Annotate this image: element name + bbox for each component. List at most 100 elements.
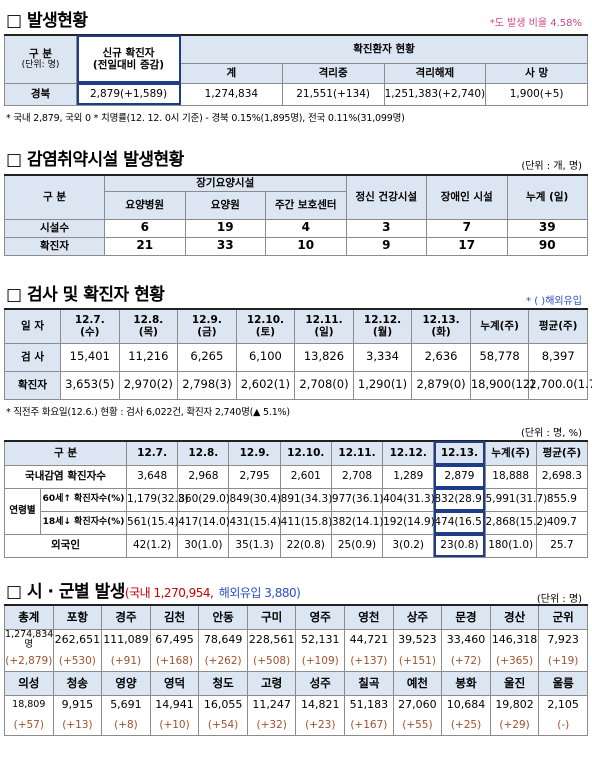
header-cell: 12.9. (금) bbox=[177, 308, 237, 344]
cell: 10 bbox=[265, 236, 347, 256]
region-change: (+262) bbox=[198, 651, 248, 672]
cell: 21,551(+134) bbox=[281, 82, 385, 106]
header-cell: 12.11. bbox=[330, 440, 384, 466]
header-cell: 장애인 시설 bbox=[426, 174, 508, 220]
domestic-count: (국내 1,270,954, bbox=[124, 586, 214, 600]
cell: 1,179(32.3) bbox=[126, 487, 189, 512]
region-change: (+168) bbox=[149, 651, 200, 672]
header-cell: 구 분 bbox=[4, 174, 105, 220]
region-name: 청도 bbox=[198, 670, 248, 696]
header-cell: 12.7. (수) bbox=[60, 308, 120, 344]
region-name: 성주 bbox=[295, 670, 346, 696]
cell: 417(14.0) bbox=[177, 510, 230, 535]
region-change: (+91) bbox=[101, 651, 151, 672]
region-name: 봉화 bbox=[441, 670, 491, 696]
cell: 5,991(31.7) bbox=[484, 487, 547, 512]
cell: 23(0.8) bbox=[433, 533, 486, 558]
region-value: 14,941 bbox=[149, 694, 200, 716]
cell: 4 bbox=[265, 218, 347, 238]
date: 12.13. bbox=[422, 314, 460, 327]
region-value: 11,247 bbox=[246, 694, 297, 716]
header-cell: 격리해제 bbox=[383, 62, 487, 84]
region-value: 7,923 bbox=[538, 628, 588, 652]
cell: 6,265 bbox=[177, 342, 237, 372]
title-text: □ 시 · 군별 발생 bbox=[6, 582, 125, 602]
region-name: 울릉 bbox=[538, 670, 588, 696]
cell: 6,100 bbox=[235, 342, 296, 372]
section-title: □ 시 · 군별 발생(국내 1,270,954, 해외유입 3,880) bbox=[6, 577, 301, 602]
cell: 2,698.3 bbox=[535, 464, 589, 489]
region-value: 262,651 bbox=[52, 628, 103, 652]
cell: 474(16.5) bbox=[433, 510, 486, 535]
region-change: (+23) bbox=[295, 715, 346, 736]
cell: 19 bbox=[184, 218, 266, 238]
header-cell: 누계(주) bbox=[469, 308, 530, 344]
region-change: (+8) bbox=[101, 715, 151, 736]
cell: 2,700.0(1.7) bbox=[528, 370, 592, 400]
header-cell: 12.8. (목) bbox=[118, 308, 179, 344]
change-row: (+2,879) (+530) (+91) (+168) (+262) (+508) (+1… bbox=[4, 651, 588, 672]
region-name: 상주 bbox=[392, 604, 443, 630]
header-cell: 요양병원 bbox=[104, 190, 186, 220]
cell: 2,879 bbox=[433, 464, 486, 489]
weekday: (일) bbox=[314, 326, 334, 339]
section-title: □ 검사 및 확진자 현황 bbox=[6, 285, 165, 305]
header-cell: 구 분 bbox=[3, 440, 128, 466]
row-label: 시설수 bbox=[4, 218, 105, 238]
header-cell: 12.13. (화) bbox=[411, 308, 471, 344]
cell: 2,601 bbox=[279, 464, 332, 489]
row: 검 사 15,401 11,216 6,265 6,100 13,826 3,334 2,63… bbox=[4, 342, 588, 372]
header-cell: 12.7. bbox=[126, 440, 179, 466]
row-label: 18세↓ 확진자수(%) bbox=[39, 510, 128, 535]
region-change: (+137) bbox=[344, 651, 394, 672]
facility-table: 구 분 장기요양시설 정신 건강시설 장애인 시설 누계 (일) 요양병원 요양원 주간… bbox=[4, 174, 588, 256]
region-value: 16,055 bbox=[198, 694, 248, 716]
region-value: 33,460 bbox=[441, 628, 491, 652]
name-row: 총계 포항 경주 김천 안동 구미 영주 영천 상주 문경 경산 군위 bbox=[4, 604, 588, 630]
cell: 404(31.3) bbox=[382, 487, 435, 512]
header-cell: 장기요양시설 bbox=[104, 174, 347, 192]
row-label: 60세↑ 확진자수(%) bbox=[39, 487, 128, 512]
date: 12.10. bbox=[246, 314, 285, 327]
region-change: (+2,879) bbox=[4, 651, 54, 672]
cell: 33 bbox=[184, 236, 266, 256]
region-name: 영양 bbox=[101, 670, 151, 696]
header-cell: 12.8. bbox=[177, 440, 230, 466]
cell: 25.7 bbox=[535, 533, 589, 558]
region-name: 김천 bbox=[149, 604, 200, 630]
region-change: (+72) bbox=[441, 651, 491, 672]
row: 시설수 6 19 4 3 7 39 bbox=[4, 218, 588, 238]
row: 국내감염 확진자수 3,648 2,968 2,795 2,601 2,708 1,289 2… bbox=[3, 464, 589, 489]
region-name: 울진 bbox=[489, 670, 540, 696]
cell: 30(1.0) bbox=[177, 533, 230, 558]
header-cell: 누계(주) bbox=[484, 440, 537, 466]
cell: 382(14.1) bbox=[330, 510, 384, 535]
header-cell: 정신 건강시설 bbox=[345, 174, 427, 220]
region-name: 영주 bbox=[295, 604, 346, 630]
cell: 2,795 bbox=[228, 464, 281, 489]
cell: 3 bbox=[345, 218, 427, 238]
row-label: 외국인 bbox=[3, 533, 128, 558]
region-name: 구미 bbox=[246, 604, 297, 630]
cell: 2,879(0) bbox=[411, 370, 471, 400]
header-row: 일 자 12.7. (수) 12.8. (목) 12.9. (금) 12.10. (토) 12.1… bbox=[4, 308, 588, 344]
region-change: (+167) bbox=[344, 715, 394, 736]
region-change: (+530) bbox=[52, 651, 103, 672]
section-title: □ 감염취약시설 발생현황 bbox=[6, 150, 184, 170]
region-change: (+29) bbox=[489, 715, 540, 736]
cell: 42(1.2) bbox=[126, 533, 179, 558]
region-change: (+57) bbox=[4, 715, 54, 736]
note: * 직전주 화요일(12.6.) 현황 : 검사 6,022건, 확진자 2,7… bbox=[6, 404, 290, 418]
cell: 35(1.3) bbox=[228, 533, 281, 558]
cell: 90 bbox=[506, 236, 588, 256]
cell: 1,290(1) bbox=[352, 370, 413, 400]
region-value: 5,691 bbox=[101, 694, 151, 716]
region-change: (+32) bbox=[246, 715, 297, 736]
row: 연령별 60세↑ 확진자수(%) 1,179(32.3) 860(29.0) 849(3… bbox=[4, 487, 589, 535]
cell: 18,900(12) bbox=[469, 370, 535, 400]
cell: 2,968 bbox=[177, 464, 230, 489]
header-cell: 사 망 bbox=[485, 62, 588, 84]
header-cell: 요양원 bbox=[184, 190, 266, 220]
header-unit: (단위: 명) bbox=[21, 60, 60, 71]
region-change: (+151) bbox=[392, 651, 443, 672]
